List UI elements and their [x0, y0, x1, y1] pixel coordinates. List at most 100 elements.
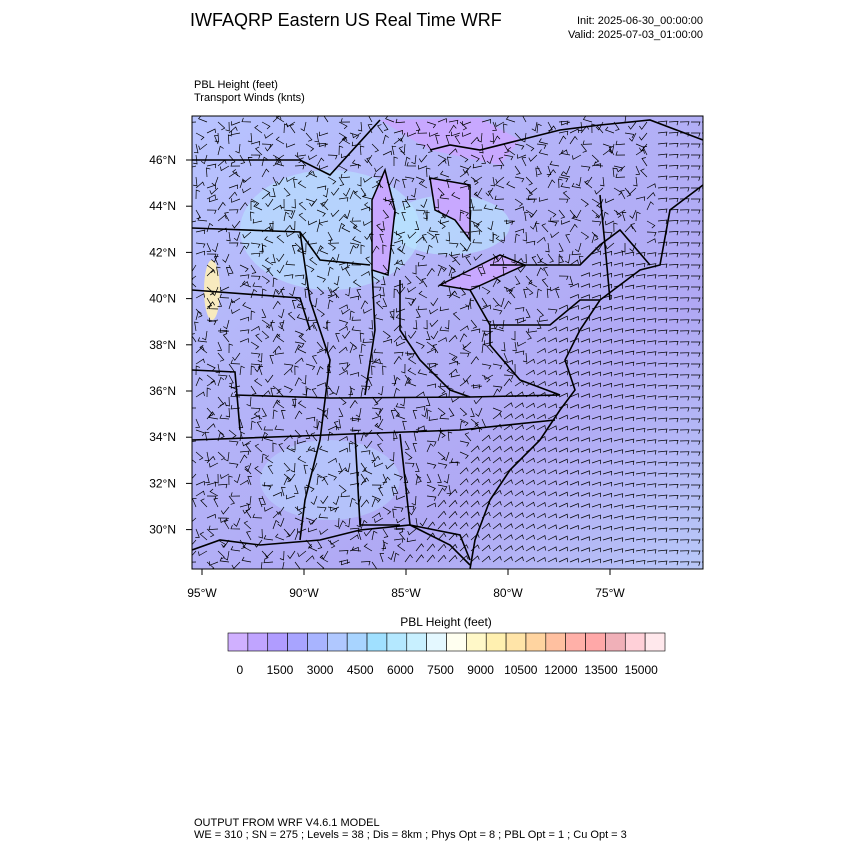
- wind-barb: [393, 473, 403, 481]
- wind-barb: [192, 264, 197, 272]
- wind-barb: [327, 473, 337, 481]
- wind-barb: [461, 391, 472, 398]
- wind-barb: [371, 512, 381, 519]
- wind-barb: [351, 141, 362, 147]
- wind-barb: [494, 325, 505, 332]
- wind-barb: [470, 511, 480, 519]
- wind-barb: [305, 447, 315, 453]
- wind-barb: [404, 377, 412, 387]
- wind-barb: [412, 319, 418, 330]
- wind-barb: [318, 513, 329, 519]
- wind-barb: [407, 367, 417, 376]
- wind-barb: [374, 165, 384, 173]
- wind-barb: [228, 462, 239, 469]
- wind-barb: [395, 118, 406, 124]
- wind-barb: [668, 506, 679, 511]
- wind-barb: [204, 431, 210, 442]
- wind-barb: [246, 495, 252, 506]
- wind-barb: [319, 131, 329, 137]
- wind-barb: [193, 143, 199, 154]
- wind-barb: [228, 191, 238, 200]
- wind-barb: [382, 473, 388, 483]
- wind-barb: [536, 319, 542, 329]
- wind-barb: [228, 429, 237, 439]
- wind-barb: [217, 201, 226, 211]
- wind-barb: [338, 136, 348, 145]
- colorbar-box: [327, 632, 348, 652]
- wind-barb: [602, 294, 612, 300]
- wind-barb: [217, 352, 225, 362]
- wind-barb: [470, 500, 480, 508]
- wind-barb: [377, 385, 384, 396]
- wind-barb: [322, 187, 329, 198]
- wind-barb: [494, 204, 505, 211]
- wind-barb: [213, 498, 219, 508]
- wind-barb: [569, 546, 579, 552]
- wind-barb: [341, 560, 351, 566]
- wind-barb: [349, 310, 355, 321]
- wind-barb: [635, 273, 646, 279]
- wind-barb: [393, 429, 398, 439]
- wind-barb: [247, 476, 252, 486]
- wind-barb: [264, 143, 274, 152]
- wind-barb: [445, 231, 450, 242]
- wind-barb: [481, 445, 491, 453]
- wind-barb: [398, 531, 406, 541]
- wind-barb: [380, 220, 385, 231]
- wind-barb: [242, 187, 252, 194]
- wind-barb: [503, 479, 513, 486]
- wind-barb: [528, 187, 538, 195]
- wind-barb: [225, 121, 230, 132]
- wind-barb: [527, 328, 538, 333]
- wind-barb: [536, 267, 544, 277]
- wind-barb: [679, 341, 690, 346]
- wind-barb: [192, 407, 196, 409]
- wind-barb: [668, 121, 679, 126]
- wind-barb: [310, 495, 318, 505]
- wind-barb: [245, 443, 252, 453]
- wind-barb: [538, 138, 549, 145]
- wind-barb: [373, 348, 384, 354]
- wind-barb: [316, 348, 326, 354]
- wind-barb: [363, 528, 373, 537]
- wind-barb: [352, 236, 362, 244]
- wind-barb: [470, 407, 475, 417]
- wind-barb: [612, 167, 617, 178]
- wind-barb: [423, 209, 428, 220]
- lat-label: 38°N: [149, 338, 176, 352]
- wind-barb: [691, 220, 701, 225]
- wind-barb: [591, 514, 601, 520]
- wind-barb: [691, 363, 701, 368]
- wind-barb: [402, 330, 407, 341]
- wind-barb: [244, 462, 252, 472]
- wind-barb: [341, 363, 351, 372]
- wind-barb: [305, 143, 315, 152]
- wind-barb: [274, 160, 285, 167]
- wind-barb: [395, 525, 406, 530]
- wind-barb: [486, 344, 494, 354]
- wind-barb: [364, 202, 373, 211]
- wind-barb: [341, 264, 351, 271]
- wind-barb: [517, 341, 527, 347]
- wind-barb: [668, 418, 679, 423]
- wind-barb: [580, 316, 590, 321]
- wind-barb: [322, 476, 329, 486]
- wind-barb: [281, 486, 286, 497]
- title: IWFAQRP Eastern US Real Time WRF: [190, 10, 502, 30]
- wind-barb: [415, 475, 422, 486]
- wind-barb: [213, 135, 219, 145]
- wind-barb: [558, 535, 568, 541]
- wind-barb: [477, 267, 483, 277]
- wind-barb: [613, 559, 624, 564]
- wind-barb: [536, 359, 546, 365]
- wind-barb: [514, 275, 521, 285]
- wind-barb: [657, 351, 668, 356]
- wind-barb: [307, 316, 318, 322]
- wind-barb: [492, 278, 501, 288]
- wind-barb: [258, 366, 263, 376]
- colorbar-box: [346, 632, 368, 652]
- wind-barb: [344, 267, 351, 277]
- wind-barb: [448, 543, 458, 552]
- wind-barb: [308, 544, 318, 552]
